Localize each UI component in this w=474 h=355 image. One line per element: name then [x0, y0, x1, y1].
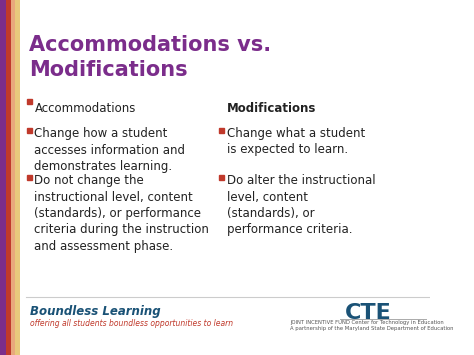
Text: CTE: CTE	[345, 303, 392, 323]
Text: Boundless Learning: Boundless Learning	[30, 305, 161, 318]
Bar	[219, 175, 224, 180]
Bar	[219, 128, 224, 133]
Text: Change what a student
is expected to learn.: Change what a student is expected to lea…	[227, 127, 365, 157]
FancyBboxPatch shape	[11, 0, 16, 355]
Text: Change how a student
accesses information and
demonstrates learning.: Change how a student accesses informatio…	[35, 127, 185, 173]
Text: Do not change the
instructional level, content
(standards), or performance
crite: Do not change the instructional level, c…	[35, 174, 210, 253]
Bar	[27, 128, 32, 133]
FancyBboxPatch shape	[16, 0, 20, 355]
Text: Do alter the instructional
level, content
(standards), or
performance criteria.: Do alter the instructional level, conten…	[227, 174, 375, 236]
FancyBboxPatch shape	[6, 0, 11, 355]
Text: JOINT INCENTIVE FUND Center for Technology in Education
A partnership of the Mar: JOINT INCENTIVE FUND Center for Technolo…	[290, 320, 454, 331]
Bar	[27, 99, 32, 104]
FancyBboxPatch shape	[0, 0, 6, 355]
Text: Accommodations vs.
Modifications: Accommodations vs. Modifications	[29, 35, 271, 80]
Text: offering all students boundless opportunities to learn: offering all students boundless opportun…	[30, 319, 233, 328]
Text: Accommodations: Accommodations	[35, 102, 136, 115]
Bar	[27, 175, 32, 180]
Text: Modifications: Modifications	[227, 102, 316, 115]
